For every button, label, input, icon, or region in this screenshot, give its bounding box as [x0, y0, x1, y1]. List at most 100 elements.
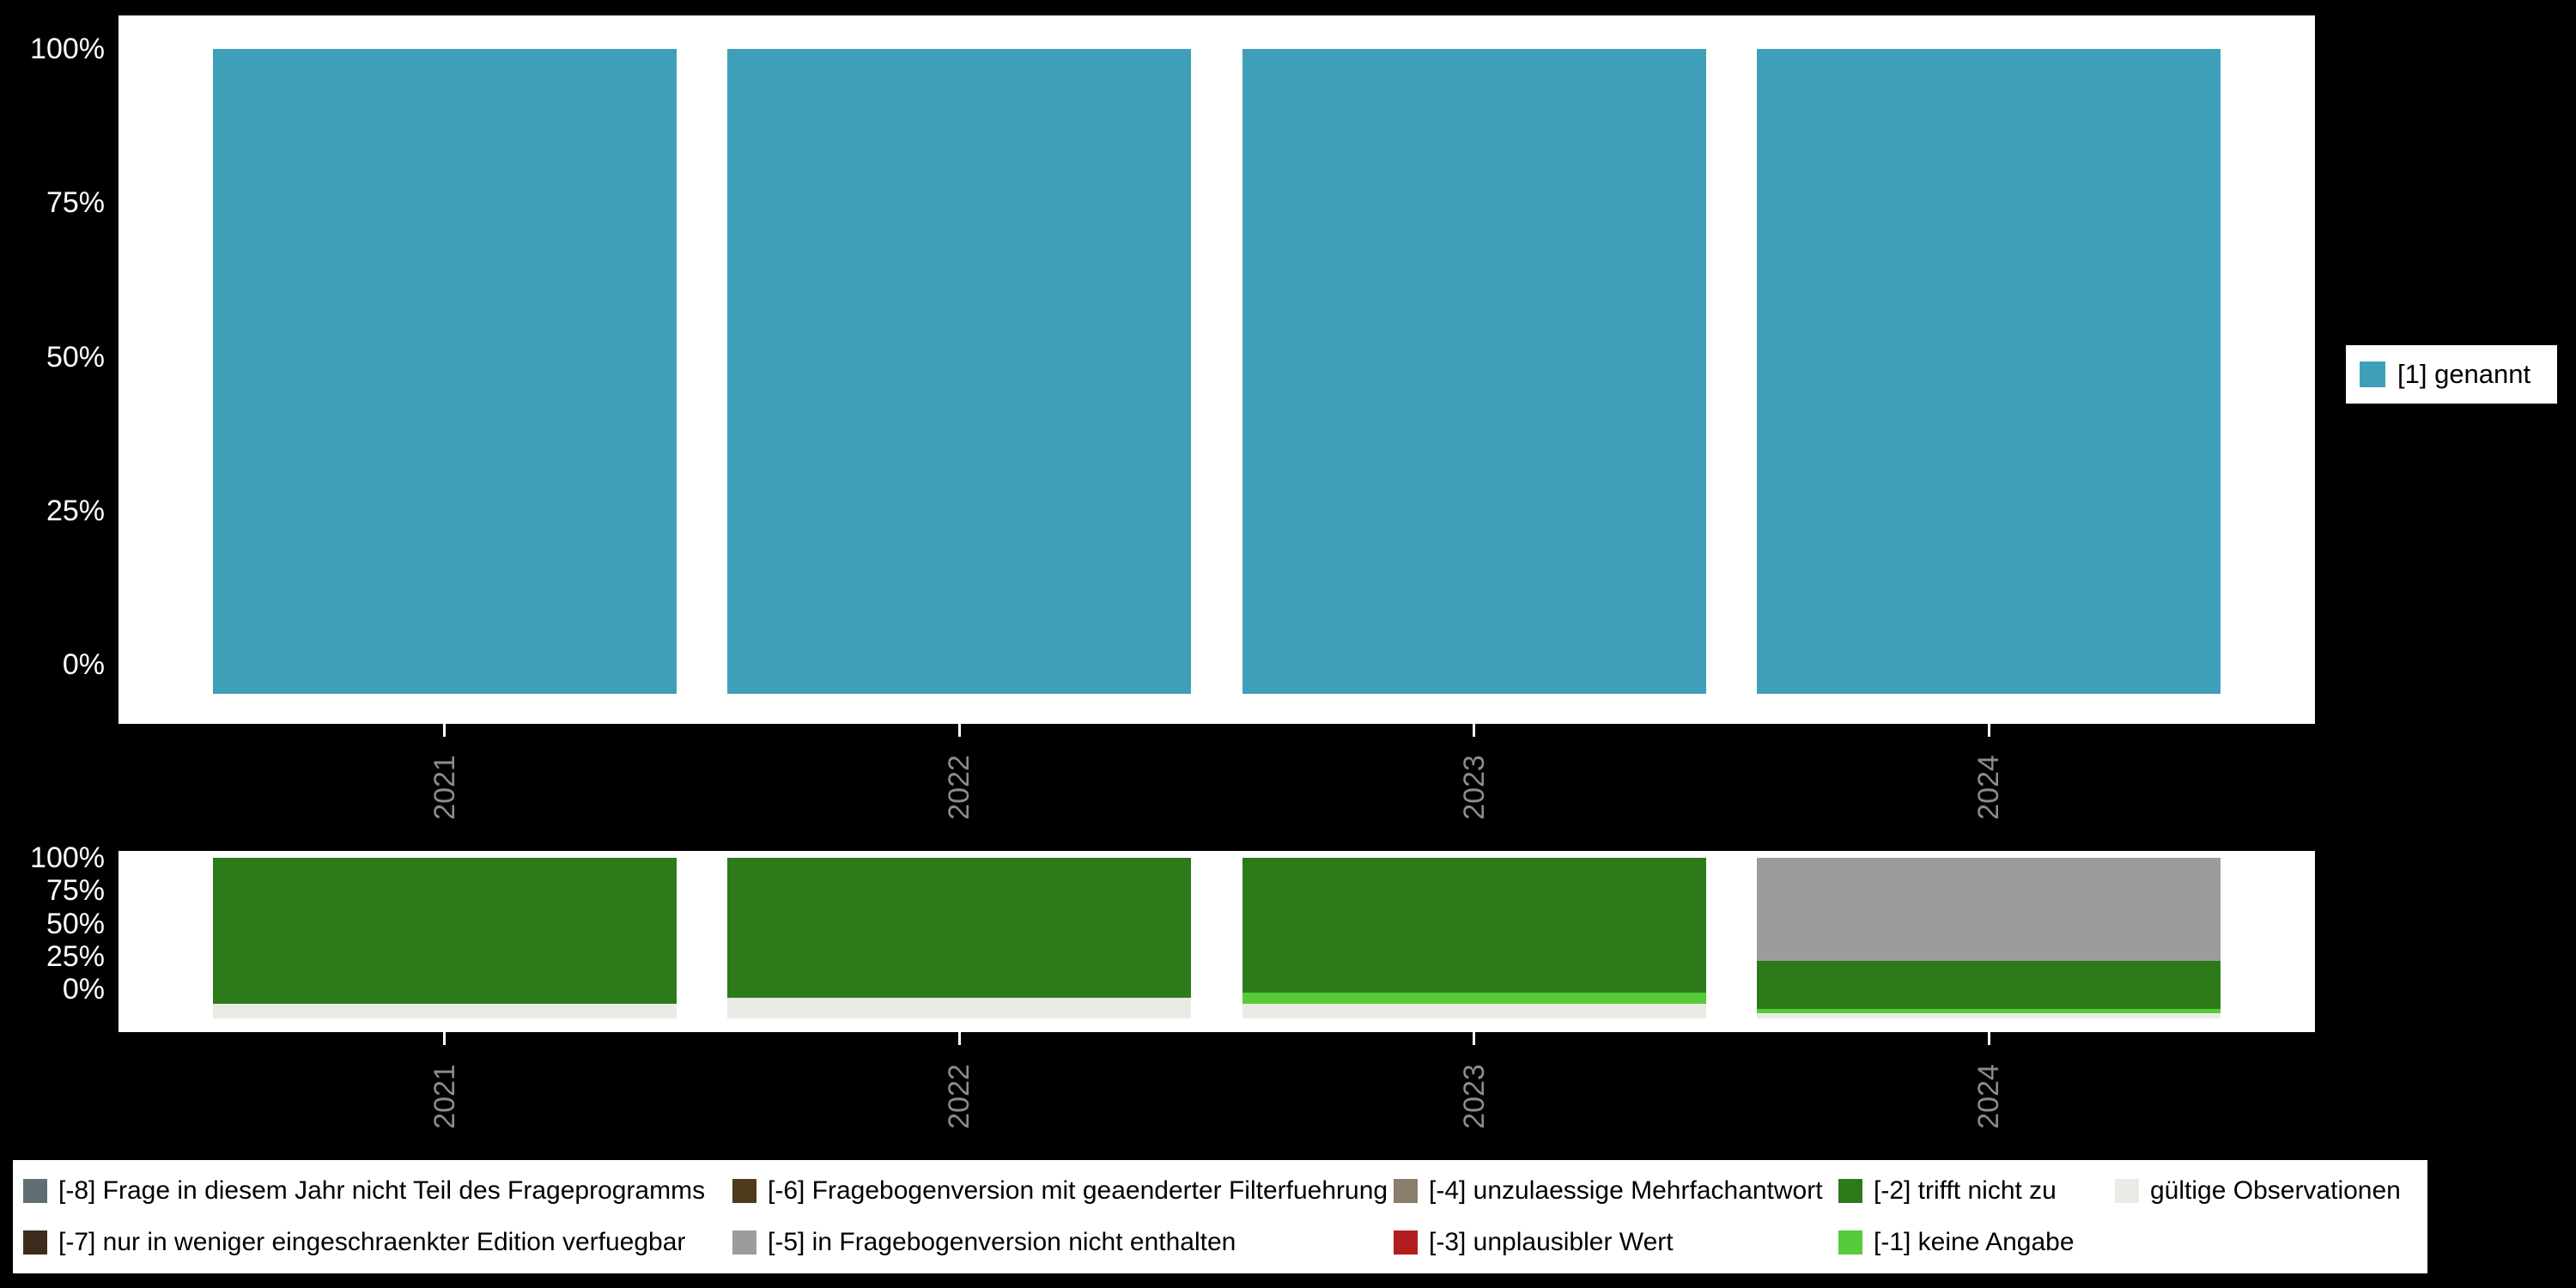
bar-band	[702, 49, 1218, 694]
legend-item: [-6] Fragebogenversion mit geaenderter F…	[732, 1176, 1394, 1206]
legend-swatch	[1838, 1179, 1862, 1203]
x-tick	[702, 724, 1218, 737]
x-tick	[702, 1032, 1218, 1045]
bottom-chart-x-ticks	[118, 1032, 2315, 1045]
bar-band	[702, 858, 1218, 1018]
legend-label-genannt: [1] genannt	[2397, 359, 2531, 389]
y-axis-tick-label: 25%	[46, 494, 105, 527]
legend-item-label: gültige Observationen	[2150, 1176, 2401, 1205]
legend-swatch	[1394, 1230, 1418, 1255]
x-label-cell: 2022	[702, 737, 1218, 838]
x-tick	[187, 1032, 702, 1045]
legend-item: [-4] unzulaessige Mehrfachantwort	[1394, 1176, 1838, 1206]
legend-item: [-3] unplausibler Wert	[1394, 1228, 1838, 1257]
legend-item-label: [-7] nur in weniger eingeschraenkter Edi…	[58, 1228, 686, 1256]
y-axis-tick-label: 50%	[46, 340, 105, 374]
stacked-bar	[1757, 858, 2221, 1018]
top-chart-x-labels: 2021 2022 2023 2024	[118, 737, 2315, 838]
x-tickmark	[1473, 724, 1476, 737]
x-tick	[1217, 724, 1732, 737]
x-tickmark	[1987, 724, 1990, 737]
y-axis-tick-label: 0%	[62, 648, 105, 681]
stacked-bar	[212, 49, 677, 694]
bar-segment	[1757, 858, 2221, 961]
x-tick	[1732, 1032, 2247, 1045]
bar-segment	[1757, 960, 2221, 1009]
bar-segment	[1242, 858, 1706, 993]
bottom-chart-plot-area	[118, 851, 2315, 1032]
legend-item-label: [-2] trifft nicht zu	[1874, 1176, 2057, 1205]
top-chart-y-axis: 100% 75% 50% 25% 0%	[0, 34, 105, 694]
x-tickmark	[443, 1032, 447, 1045]
legend-item-label: [-6] Fragebogenversion mit geaenderter F…	[768, 1176, 1388, 1205]
bar-band	[1732, 49, 2247, 694]
legend-swatch-genannt	[2360, 361, 2385, 387]
legend-swatch	[1838, 1230, 1862, 1255]
legend-item-label: [-5] in Fragebogenversion nicht enthalte…	[768, 1228, 1236, 1256]
y-axis-tick-label: 0%	[62, 973, 105, 1005]
x-label-cell: 2023	[1217, 1046, 1732, 1147]
y-axis-tick-label: 75%	[46, 874, 105, 908]
stacked-bar	[727, 49, 1192, 694]
bar-segment	[727, 49, 1192, 694]
top-chart-plot-area	[118, 15, 2315, 724]
y-axis-tick-label: 75%	[46, 186, 105, 220]
top-chart-legend: [1] genannt	[2346, 345, 2557, 404]
top-chart-x-ticks	[118, 724, 2315, 737]
bar-segment	[212, 49, 677, 694]
x-axis-label: 2024	[1972, 1064, 2006, 1129]
bar-segment	[1242, 993, 1706, 1005]
bar-segment	[1242, 1004, 1706, 1018]
y-axis-tick-label: 25%	[46, 939, 105, 973]
x-axis-label: 2021	[428, 755, 461, 820]
legend-swatch	[732, 1230, 756, 1255]
legend-swatch	[732, 1179, 756, 1203]
bar-band	[1217, 858, 1732, 1018]
x-tickmark	[1987, 1032, 1990, 1045]
legend-item-label: [-3] unplausibler Wert	[1429, 1228, 1674, 1256]
bottom-chart-y-axis: 100% 75% 50% 25% 0%	[0, 843, 105, 1018]
x-axis-label: 2023	[1457, 1064, 1491, 1129]
stacked-bar	[1242, 49, 1706, 694]
bottom-chart-x-labels: 2021 2022 2023 2024	[118, 1046, 2315, 1147]
bar-segment	[727, 858, 1192, 998]
x-label-cell: 2021	[187, 737, 702, 838]
legend-item: [-1] keine Angabe	[1838, 1228, 2115, 1257]
stacked-bar	[1242, 858, 1706, 1018]
bar-band	[187, 49, 702, 694]
x-axis-label: 2023	[1457, 755, 1491, 820]
x-tick	[1732, 724, 2247, 737]
x-axis-label: 2022	[943, 755, 976, 820]
legend-item-label: [-1] keine Angabe	[1874, 1228, 2075, 1256]
legend-item: gültige Observationen	[2115, 1176, 2427, 1206]
bar-segment	[1757, 49, 2221, 694]
bar-segment	[727, 997, 1192, 1018]
legend-swatch	[23, 1179, 47, 1203]
x-label-cell: 2021	[187, 1046, 702, 1147]
bar-band	[187, 858, 702, 1018]
y-axis-tick-label: 100%	[30, 33, 105, 65]
legend-item: [-7] nur in weniger eingeschraenkter Edi…	[23, 1228, 732, 1257]
legend-item: [-8] Frage in diesem Jahr nicht Teil des…	[23, 1176, 732, 1206]
legend-swatch	[2115, 1179, 2139, 1203]
x-axis-label: 2022	[943, 1064, 976, 1129]
x-tickmark	[443, 724, 447, 737]
legend-item-label: [-4] unzulaessige Mehrfachantwort	[1429, 1176, 1823, 1205]
missing-values-legend: [-8] Frage in diesem Jahr nicht Teil des…	[13, 1160, 2427, 1273]
bar-segment	[1757, 1013, 2221, 1018]
stacked-bar	[1757, 49, 2221, 694]
legend-item: [-2] trifft nicht zu	[1838, 1176, 2115, 1206]
legend-swatch	[1394, 1179, 1418, 1203]
x-label-cell: 2022	[702, 1046, 1218, 1147]
bar-band	[1732, 858, 2247, 1018]
x-axis-label: 2021	[428, 1064, 461, 1129]
x-tickmark	[957, 1032, 961, 1045]
x-tick	[1217, 1032, 1732, 1045]
y-axis-tick-label: 100%	[30, 841, 105, 874]
legend-swatch	[23, 1230, 47, 1255]
x-axis-label: 2024	[1972, 755, 2006, 820]
y-axis-tick-label: 50%	[46, 907, 105, 940]
x-tickmark	[1473, 1032, 1476, 1045]
stacked-bar	[727, 858, 1192, 1018]
